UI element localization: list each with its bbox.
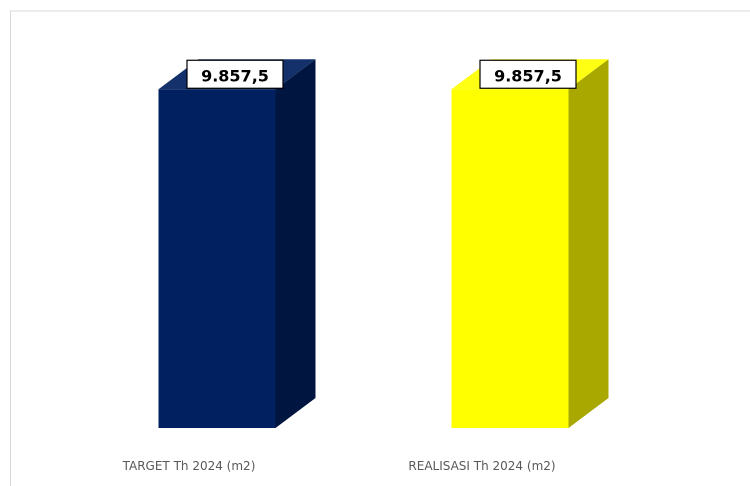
bar-front-face — [158, 89, 276, 429]
category-label-2: REALISASI Th 2024 (m2) — [408, 459, 555, 473]
data-label-text: 9.857,5 — [494, 66, 562, 85]
data-label-box — [479, 59, 577, 89]
bars-layer — [158, 59, 609, 429]
labels-layer: 9.857,5 TARGET Th 2024 (m2) 9.857,5 REALISA… — [122, 59, 577, 473]
data-label-text: 9.857,5 — [201, 66, 269, 85]
bar-2 — [451, 59, 609, 429]
category-label-1: TARGET Th 2024 (m2) — [122, 459, 256, 473]
bar-front-face — [451, 89, 569, 429]
data-label-1: 9.857,5 — [186, 59, 284, 89]
bar-1 — [158, 59, 316, 429]
bar-side-face — [568, 59, 609, 428]
data-label-2: 9.857,5 — [479, 59, 577, 89]
bar-side-face — [275, 59, 316, 428]
data-label-box — [186, 59, 284, 89]
